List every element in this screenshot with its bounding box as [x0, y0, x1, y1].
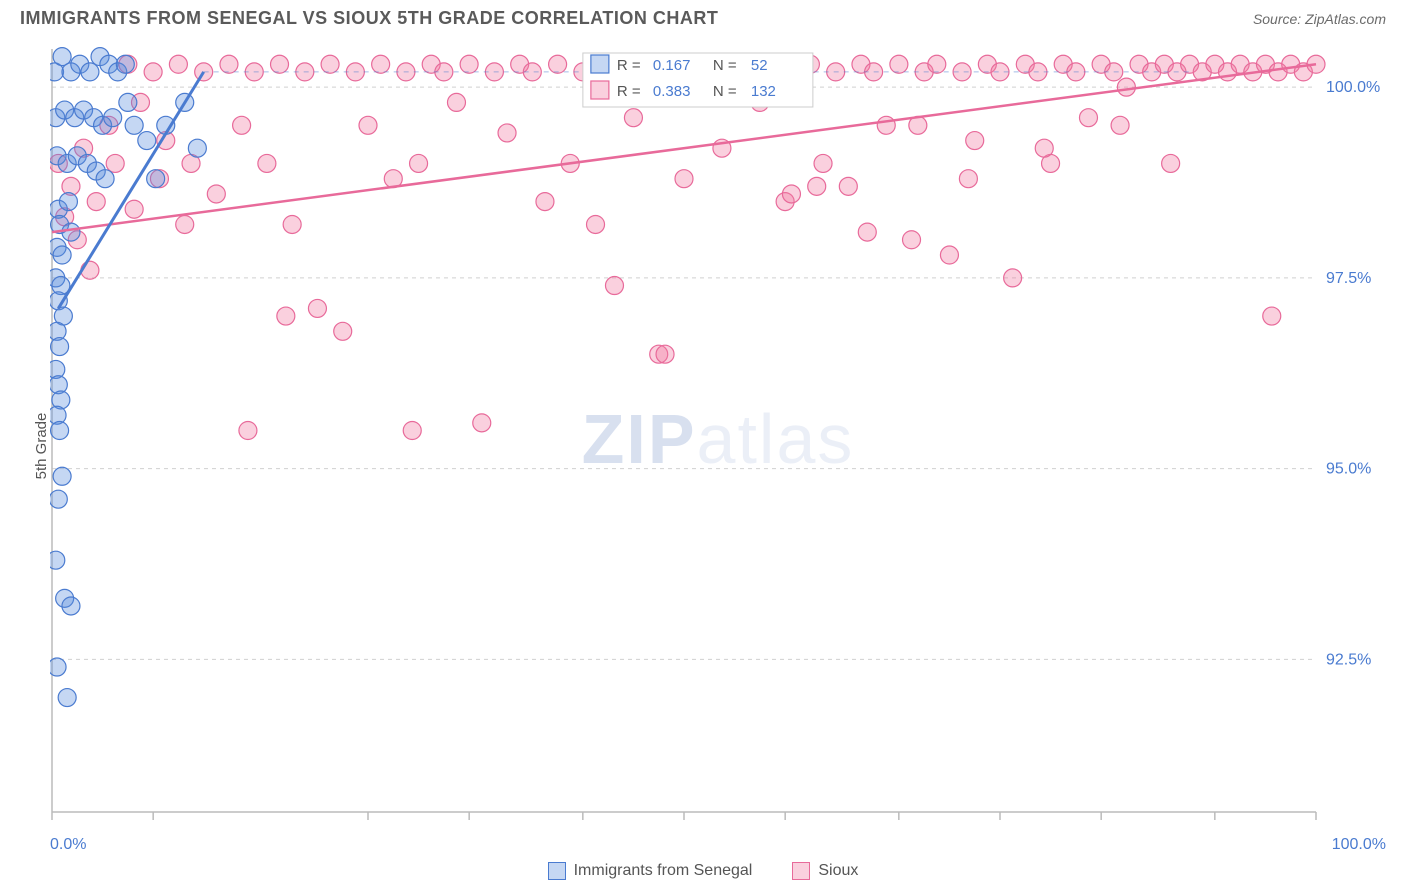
legend-item: Immigrants from Senegal — [548, 862, 753, 880]
chart-title: IMMIGRANTS FROM SENEGAL VS SIOUX 5TH GRA… — [20, 8, 718, 29]
x-min-label: 0.0% — [50, 836, 86, 854]
svg-text:R =: R = — [617, 83, 641, 100]
svg-text:0.167: 0.167 — [653, 57, 691, 74]
chart-plot-area: 92.5% 95.0% 97.5% 100.0% R = 0.167 N = 52 R = 0.3… — [50, 45, 1386, 832]
bottom-legend: Immigrants from Senegal Sioux — [0, 862, 1406, 880]
legend-swatch — [792, 862, 810, 880]
x-axis-labels: 0.0% 100.0% — [50, 836, 1386, 854]
legend-label: Immigrants from Senegal — [574, 862, 753, 880]
chart-header: IMMIGRANTS FROM SENEGAL VS SIOUX 5TH GRA… — [0, 0, 1406, 33]
svg-text:97.5%: 97.5% — [1326, 270, 1371, 287]
y-axis-label: 5th Grade — [33, 413, 50, 480]
svg-text:92.5%: 92.5% — [1326, 651, 1371, 668]
svg-text:132: 132 — [751, 83, 776, 100]
legend-item: Sioux — [792, 862, 858, 880]
svg-text:95.0%: 95.0% — [1326, 461, 1371, 478]
svg-text:R =: R = — [617, 57, 641, 74]
legend-swatch — [548, 862, 566, 880]
chart-svg: 92.5% 95.0% 97.5% 100.0% R = 0.167 N = 52 R = 0.3… — [50, 45, 1386, 832]
chart-source: Source: ZipAtlas.com — [1253, 11, 1386, 27]
legend-label: Sioux — [818, 862, 858, 880]
x-max-label: 100.0% — [1332, 836, 1386, 854]
svg-text:N =: N = — [713, 83, 737, 100]
svg-text:100.0%: 100.0% — [1326, 79, 1380, 96]
svg-text:N =: N = — [713, 57, 737, 74]
svg-text:0.383: 0.383 — [653, 83, 691, 100]
svg-text:52: 52 — [751, 57, 768, 74]
